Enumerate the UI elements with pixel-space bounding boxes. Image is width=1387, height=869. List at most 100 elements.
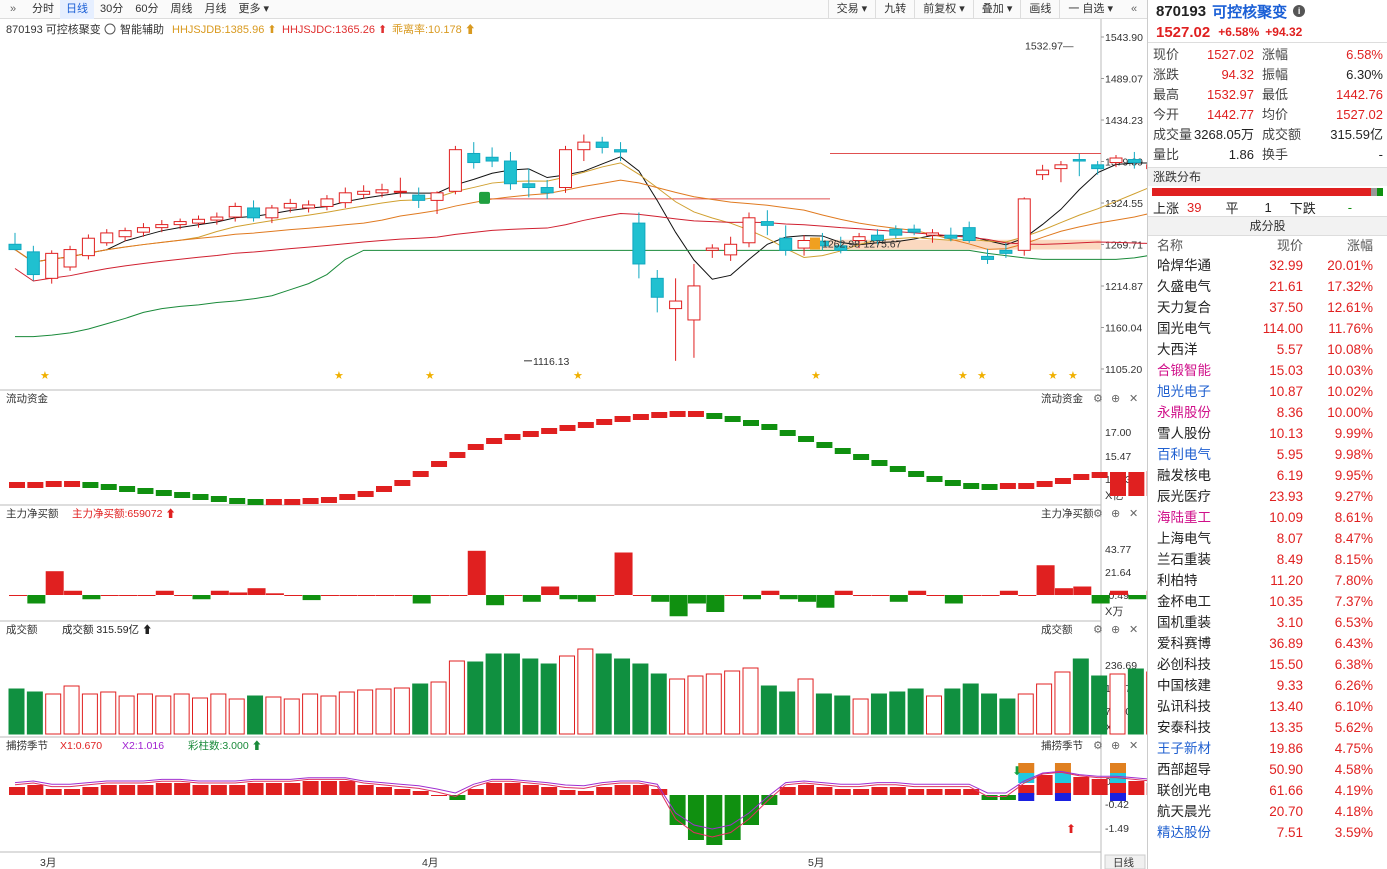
adjust-menu[interactable]: 前复权 ▾ bbox=[914, 0, 973, 19]
component-price: 8.36 bbox=[1276, 405, 1303, 420]
component-price: 13.40 bbox=[1269, 699, 1303, 714]
season-bar bbox=[706, 795, 723, 845]
component-row[interactable]: 天力复合 37.50 12.61% bbox=[1148, 297, 1387, 318]
season-bar bbox=[45, 789, 62, 795]
turnover-bar bbox=[724, 670, 741, 735]
netbuy-bar bbox=[119, 595, 138, 596]
turnover-bar bbox=[944, 688, 961, 735]
component-row[interactable]: 兰石重装 8.49 8.15% bbox=[1148, 549, 1387, 570]
tab-weekly[interactable]: 周线 bbox=[170, 2, 193, 15]
netbuy-bar bbox=[1018, 595, 1037, 596]
component-change: 11.76% bbox=[1328, 321, 1373, 336]
component-name: 哈焊华通 bbox=[1157, 258, 1211, 273]
season-bar bbox=[412, 791, 429, 795]
component-row[interactable]: 联创光电 61.66 4.19% bbox=[1148, 780, 1387, 801]
tab-more[interactable]: 更多 ▾ bbox=[238, 2, 270, 15]
turnover-bar bbox=[118, 695, 135, 735]
season-bar bbox=[632, 785, 649, 795]
season-bar bbox=[724, 795, 741, 840]
collapse-right-icon[interactable]: « bbox=[1130, 2, 1138, 15]
turnover-bar bbox=[45, 693, 62, 735]
component-row[interactable]: 合锻智能 15.03 10.03% bbox=[1148, 360, 1387, 381]
candle bbox=[210, 216, 224, 221]
season-bar bbox=[743, 795, 759, 825]
component-row[interactable]: 爱科赛博 36.89 6.43% bbox=[1148, 633, 1387, 654]
component-row[interactable]: 西部超导 50.90 4.58% bbox=[1148, 759, 1387, 780]
panel-legend: 成交额 315.59亿 ⬆ bbox=[62, 623, 152, 636]
tab-rixian[interactable]: 日线 bbox=[60, 0, 94, 19]
turnover-bar bbox=[1054, 671, 1071, 735]
component-row[interactable]: 雪人股份 10.13 9.99% bbox=[1148, 423, 1387, 444]
component-change: 10.02% bbox=[1327, 384, 1373, 399]
tab-fenshi[interactable]: 分时 bbox=[32, 2, 54, 15]
liquidity-bar bbox=[1054, 478, 1071, 484]
turnover-bar bbox=[173, 693, 190, 735]
component-row[interactable]: 安泰科技 13.35 5.62% bbox=[1148, 717, 1387, 738]
component-row[interactable]: 弘讯科技 13.40 6.10% bbox=[1148, 696, 1387, 717]
netbuy-bar bbox=[357, 595, 376, 596]
component-row[interactable]: 精达股份 7.51 3.59% bbox=[1148, 822, 1387, 843]
component-row[interactable]: 国机重装 3.10 6.53% bbox=[1148, 612, 1387, 633]
netbuy-bar bbox=[1128, 595, 1147, 600]
component-name: 精达股份 bbox=[1157, 825, 1211, 840]
component-row[interactable]: 国光电气 114.00 11.76% bbox=[1148, 318, 1387, 339]
component-row[interactable]: 利柏特 11.20 7.80% bbox=[1148, 570, 1387, 591]
dropdown-icon bbox=[104, 23, 116, 35]
liquidity-bar bbox=[834, 448, 851, 454]
collapse-left-icon[interactable]: » bbox=[9, 2, 17, 15]
component-name: 辰光医疗 bbox=[1157, 489, 1211, 504]
component-name: 海陆重工 bbox=[1157, 510, 1211, 525]
season-blue bbox=[1018, 793, 1035, 801]
turnover-bar bbox=[8, 688, 25, 735]
candle bbox=[1036, 169, 1050, 176]
candle bbox=[981, 255, 995, 260]
month-label: 5月 bbox=[808, 857, 824, 869]
liquidity-bar bbox=[687, 411, 704, 417]
tab-30min[interactable]: 30分 bbox=[100, 2, 124, 15]
netbuy-bar bbox=[541, 586, 560, 595]
chart-area[interactable]: 870193 可控核聚变 智能辅助 HHJSJDB:1385.96 ⬆ HHJSJDC… bbox=[0, 19, 1147, 869]
season-bar bbox=[394, 789, 411, 795]
watchlist-menu[interactable]: 一 自选 ▾ bbox=[1059, 0, 1121, 19]
component-change: 4.19% bbox=[1334, 783, 1373, 798]
component-row[interactable]: 航天晨光 20.70 4.18% bbox=[1148, 801, 1387, 822]
season-bar bbox=[82, 787, 99, 795]
tab-60min[interactable]: 60分 bbox=[135, 2, 159, 15]
kline-chart[interactable]: 870193 可控核聚变 智能辅助 HHJSJDB:1385.96 ⬆ HHJSJDC… bbox=[0, 19, 1147, 869]
band-marker bbox=[810, 237, 820, 250]
component-row[interactable]: 哈焊华通 32.99 20.01% bbox=[1148, 255, 1387, 276]
tab-monthly[interactable]: 月线 bbox=[204, 2, 227, 15]
component-row[interactable]: 大西洋 5.57 10.08% bbox=[1148, 339, 1387, 360]
overlay-menu[interactable]: 叠加 ▾ bbox=[972, 0, 1021, 19]
component-row[interactable]: 旭光电子 10.87 10.02% bbox=[1148, 381, 1387, 402]
component-row[interactable]: 辰光医疗 23.93 9.27% bbox=[1148, 486, 1387, 507]
panel-control-icon: ⚙ bbox=[1093, 393, 1103, 405]
turnover-bar bbox=[815, 693, 832, 735]
components-list[interactable]: 哈焊华通 32.99 20.01% 久盛电气 21.61 17.32% 天力复合 37.50 1… bbox=[1148, 255, 1387, 843]
info-icon[interactable]: i bbox=[1293, 5, 1306, 17]
y-tick: 1105.20 bbox=[1105, 364, 1142, 376]
component-row[interactable]: 百利电气 5.95 9.98% bbox=[1148, 444, 1387, 465]
draw-button[interactable]: 画线 bbox=[1020, 0, 1059, 19]
netbuy-bar bbox=[504, 595, 523, 596]
component-row[interactable]: 上海电气 8.07 8.47% bbox=[1148, 528, 1387, 549]
component-row[interactable]: 久盛电气 21.61 17.32% bbox=[1148, 276, 1387, 297]
component-price: 114.00 bbox=[1262, 321, 1303, 336]
component-row[interactable]: 中国核建 9.33 6.26% bbox=[1148, 675, 1387, 696]
liquidity-bar bbox=[1128, 472, 1145, 496]
component-row[interactable]: 海陆重工 10.09 8.61% bbox=[1148, 507, 1387, 528]
trade-menu[interactable]: 交易 ▾ bbox=[827, 0, 876, 19]
component-row[interactable]: 永鼎股份 8.36 10.00% bbox=[1148, 402, 1387, 423]
jiuzhuan-button[interactable]: 九转 bbox=[875, 0, 914, 19]
component-row[interactable]: 必创科技 15.50 6.38% bbox=[1148, 654, 1387, 675]
season-bar bbox=[155, 783, 172, 795]
liquidity-bar bbox=[357, 491, 374, 497]
component-row[interactable]: 金杯电工 10.35 7.37% bbox=[1148, 591, 1387, 612]
liquidity-bar bbox=[981, 484, 998, 490]
liquidity-bar bbox=[596, 419, 613, 425]
component-row[interactable]: 融发核电 6.19 9.95% bbox=[1148, 465, 1387, 486]
component-price: 23.93 bbox=[1269, 489, 1303, 504]
turnover-bar bbox=[63, 685, 80, 735]
component-row[interactable]: 王子新材 19.86 4.75% bbox=[1148, 738, 1387, 759]
season-bar bbox=[963, 789, 980, 795]
